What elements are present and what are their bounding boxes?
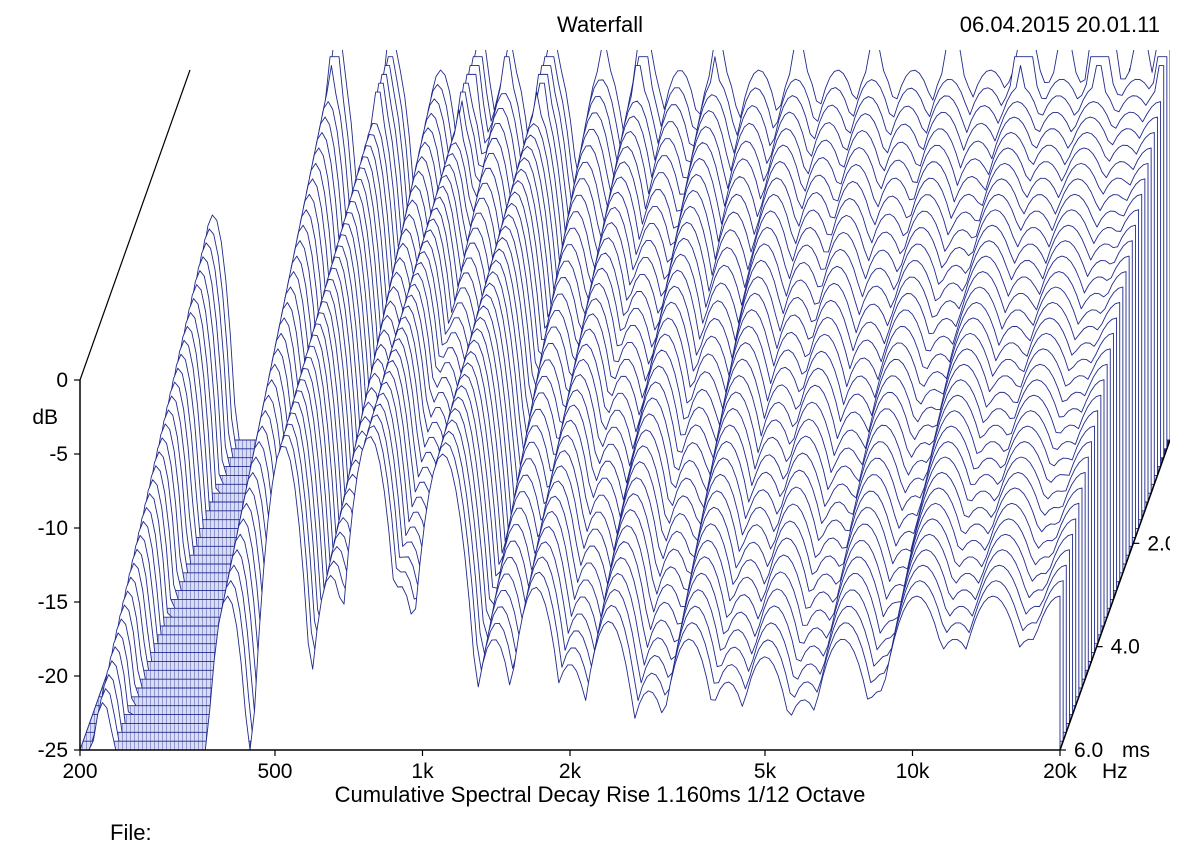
svg-text:-10: -10 (38, 517, 68, 540)
svg-text:Hz: Hz (1102, 760, 1128, 783)
svg-text:-20: -20 (38, 665, 68, 688)
chart-subtitle: Cumulative Spectral Decay Rise 1.160ms 1… (0, 782, 1200, 808)
svg-text:6.0: 6.0 (1074, 739, 1103, 762)
svg-text:2.0: 2.0 (1147, 532, 1170, 555)
svg-text:-25: -25 (38, 739, 68, 762)
svg-text:500: 500 (257, 760, 292, 783)
waterfall-plot: 0-5-10-15-20-25dB2005001k2k5k10k20kHz0.0… (30, 50, 1170, 790)
chart-timestamp: 06.04.2015 20.01.11 (960, 12, 1160, 38)
svg-text:10k: 10k (896, 760, 930, 783)
svg-text:5k: 5k (754, 760, 777, 783)
svg-text:1k: 1k (411, 760, 434, 783)
svg-text:2k: 2k (559, 760, 582, 783)
svg-text:ms: ms (1122, 739, 1150, 762)
svg-text:0: 0 (56, 369, 68, 392)
svg-text:20k: 20k (1043, 760, 1077, 783)
svg-text:-5: -5 (49, 443, 68, 466)
svg-text:dB: dB (32, 406, 58, 429)
chart-title: Waterfall (557, 12, 643, 38)
svg-text:4.0: 4.0 (1111, 636, 1140, 659)
file-label: File: (110, 820, 152, 846)
svg-text:200: 200 (62, 760, 97, 783)
svg-text:-15: -15 (38, 591, 68, 614)
